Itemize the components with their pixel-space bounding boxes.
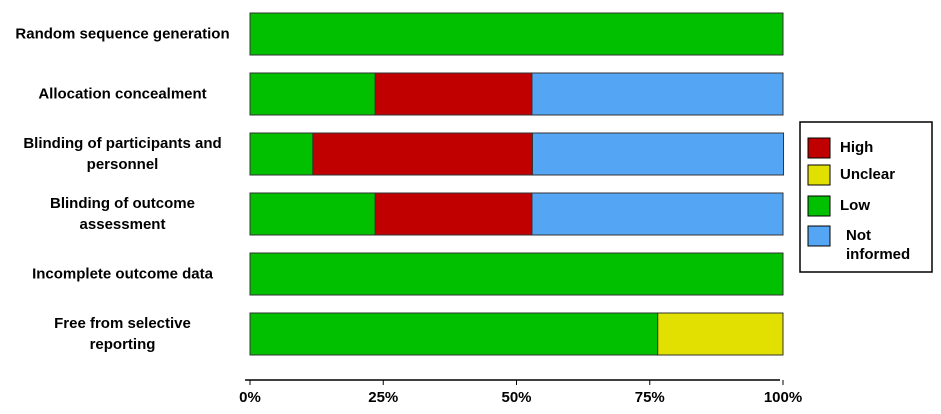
category-label: Free from selective reporting (54, 315, 191, 353)
bar-segment (374, 192, 533, 236)
legend-label: High (840, 139, 874, 156)
category-label: Blinding of participants and personnel (23, 135, 222, 173)
bar-segment (249, 252, 784, 296)
legend-swatch (807, 225, 831, 247)
category-label: Incomplete outcome data (32, 265, 213, 283)
bar-segment (312, 132, 533, 176)
legend-swatch (807, 164, 831, 186)
bar-segment (374, 72, 533, 116)
bar-segment (249, 312, 659, 356)
category-label: Allocation concealment (38, 85, 207, 103)
bar-segment (249, 192, 376, 236)
legend-swatch (807, 195, 831, 217)
x-tick-label: 25% (368, 389, 398, 406)
x-tick-label: 75% (635, 389, 665, 406)
bar-segment (531, 192, 784, 236)
bar-segment (531, 132, 785, 176)
category-label: Blinding of outcome assessment (50, 195, 195, 233)
category-label: Random sequence generation (15, 25, 230, 43)
legend-label: Low (840, 197, 870, 214)
legend-swatch (807, 137, 831, 159)
x-tick-label: 0% (239, 389, 261, 406)
bar-segment (531, 72, 784, 116)
bar-segment (249, 132, 314, 176)
bar-segment (657, 312, 784, 356)
bar-segment (249, 12, 784, 56)
legend-label: Unclear (840, 166, 896, 183)
x-tick-label: 100% (764, 389, 802, 406)
x-tick-label: 50% (501, 389, 531, 406)
legend-label: Not informed (846, 227, 911, 263)
bar-segment (249, 72, 376, 116)
